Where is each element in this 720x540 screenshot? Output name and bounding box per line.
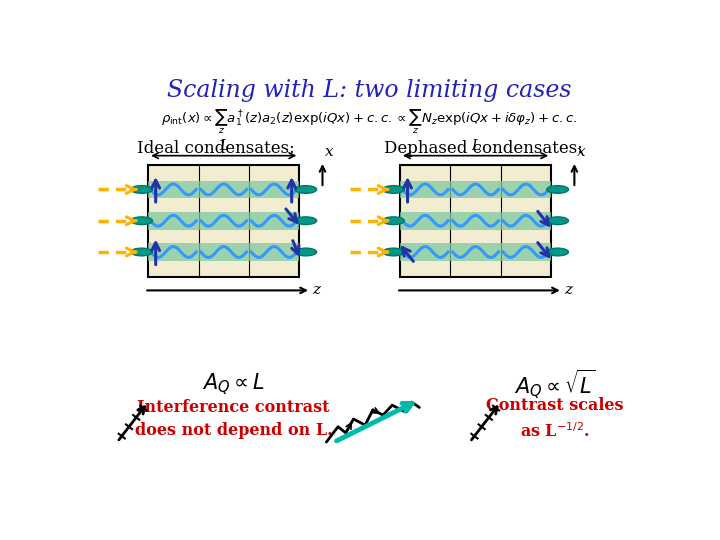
- Text: Contrast scales
as L$^{-1/2}$.: Contrast scales as L$^{-1/2}$.: [486, 397, 624, 441]
- Ellipse shape: [131, 186, 153, 193]
- Text: L: L: [219, 139, 228, 153]
- Text: x: x: [325, 145, 333, 159]
- Ellipse shape: [382, 217, 405, 225]
- Bar: [148, 180, 300, 198]
- Text: Dephased condensates:: Dephased condensates:: [384, 140, 582, 157]
- Bar: [400, 165, 551, 276]
- Bar: [148, 243, 300, 261]
- Bar: [400, 243, 551, 261]
- Text: L: L: [471, 139, 480, 153]
- Bar: [148, 212, 300, 230]
- Ellipse shape: [131, 217, 153, 225]
- Ellipse shape: [295, 248, 317, 256]
- Ellipse shape: [546, 248, 569, 256]
- Ellipse shape: [546, 186, 569, 193]
- Bar: [148, 165, 300, 276]
- Ellipse shape: [295, 217, 317, 225]
- Text: Scaling with L: two limiting cases: Scaling with L: two limiting cases: [167, 79, 571, 102]
- Text: $A_Q \propto L$: $A_Q \propto L$: [202, 372, 265, 397]
- Bar: [400, 212, 551, 230]
- Text: $A_Q \propto \sqrt{L}$: $A_Q \propto \sqrt{L}$: [514, 368, 596, 401]
- Text: z: z: [312, 284, 320, 298]
- Text: x: x: [577, 145, 585, 159]
- Text: z: z: [564, 284, 572, 298]
- Ellipse shape: [295, 186, 317, 193]
- Ellipse shape: [546, 217, 569, 225]
- Ellipse shape: [382, 186, 405, 193]
- Bar: [400, 180, 551, 198]
- Text: Interference contrast
does not depend on L.: Interference contrast does not depend on…: [135, 399, 332, 439]
- Text: $\rho_{\rm int}(x)\propto\sum_z a_1^\dagger(z)a_2(z)\exp(iQx)+c.c.\propto\sum_z : $\rho_{\rm int}(x)\propto\sum_z a_1^\dag…: [161, 107, 577, 136]
- Ellipse shape: [131, 248, 153, 256]
- Text: Ideal condensates:: Ideal condensates:: [138, 140, 295, 157]
- Ellipse shape: [382, 248, 405, 256]
